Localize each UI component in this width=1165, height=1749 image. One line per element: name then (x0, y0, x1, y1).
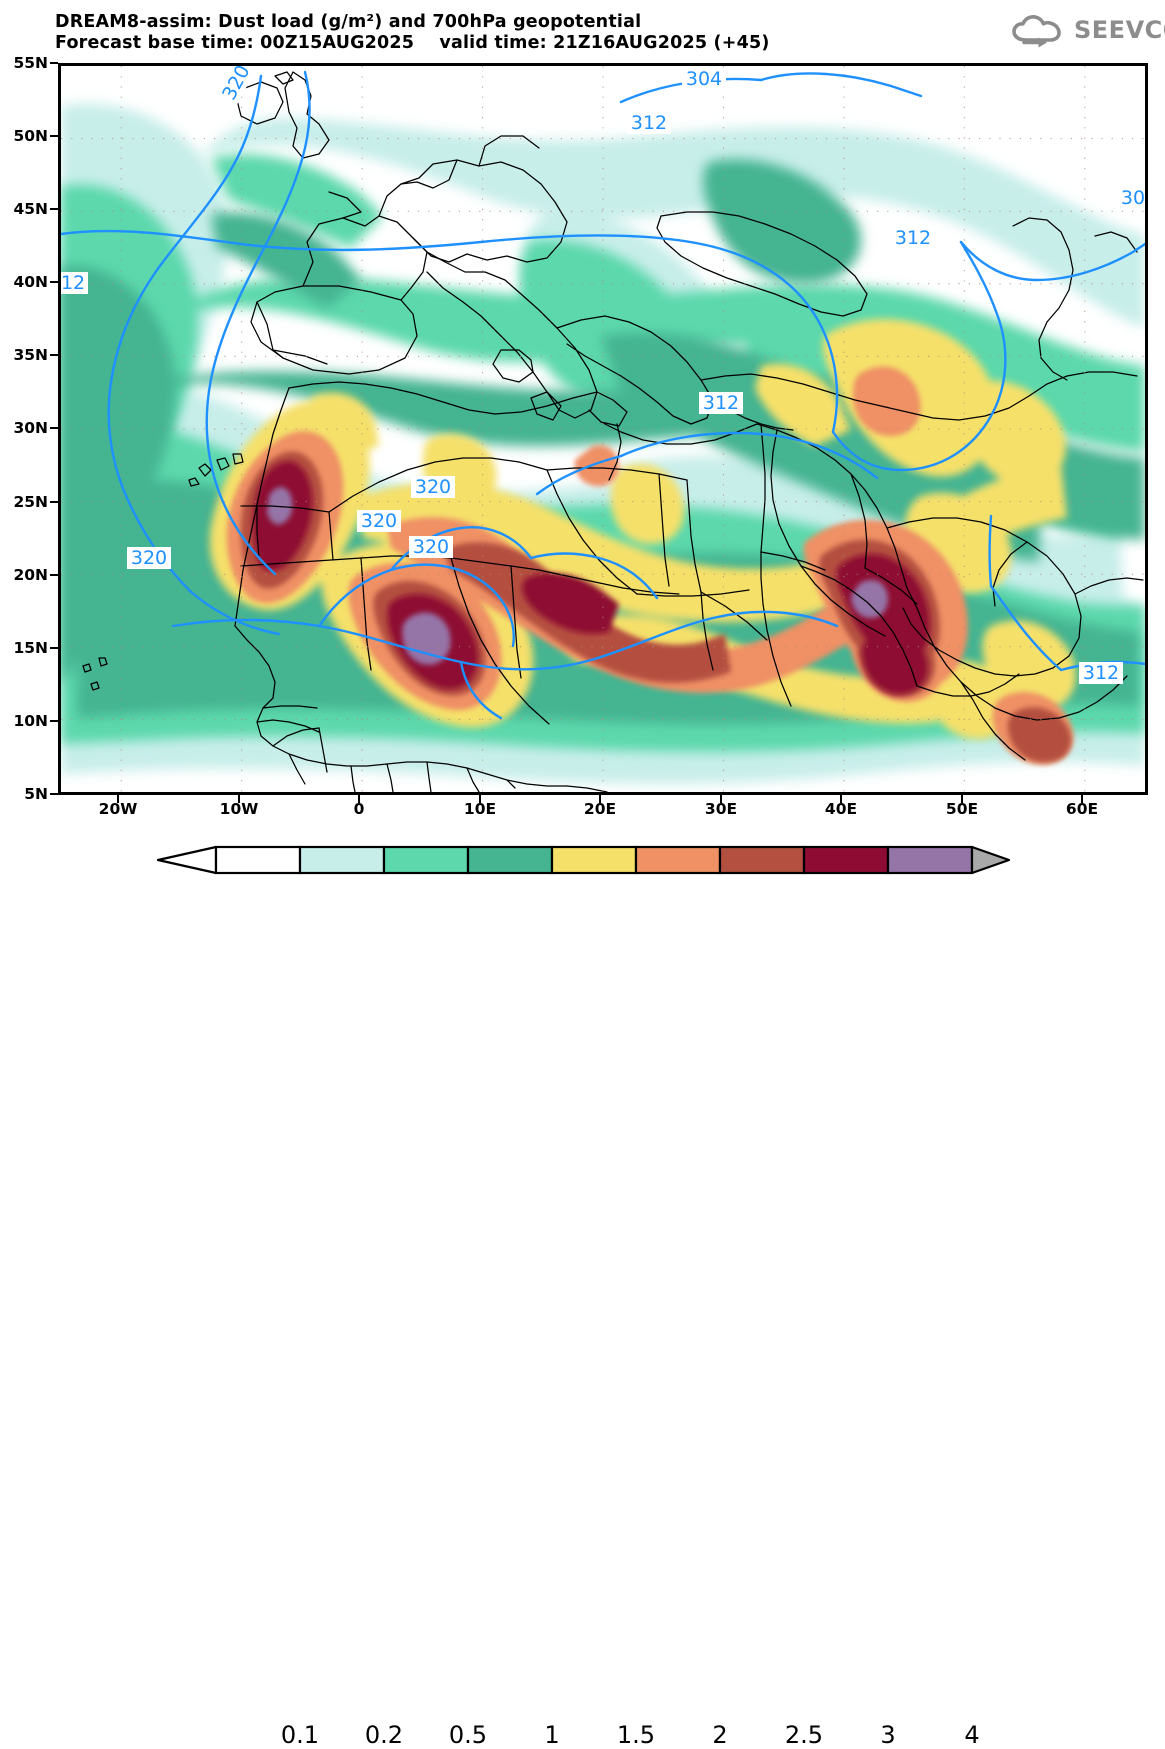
logo-text: SEEVCCC (1074, 16, 1165, 44)
x-tick-label: 50E (945, 800, 979, 818)
svg-text:30: 30 (1121, 187, 1145, 209)
y-tick-label: 35N (13, 346, 48, 364)
x-tick (1081, 795, 1083, 803)
seevccc-logo: SEEVCCC (1012, 12, 1165, 52)
y-tick-label: 40N (13, 273, 48, 291)
x-tick-label: 30E (704, 800, 738, 818)
y-tick (50, 135, 58, 137)
svg-text:312: 312 (61, 272, 85, 294)
svg-text:312: 312 (1083, 662, 1119, 684)
svg-text:312: 312 (631, 112, 667, 134)
svg-text:304: 304 (686, 68, 722, 90)
x-tick (961, 795, 963, 803)
svg-text:312: 312 (703, 392, 739, 414)
x-tick-label: 10W (219, 800, 259, 818)
colorbar-tick-label: 2 (712, 1721, 728, 1749)
chart-title: DREAM8-assim: Dust load (g/m²) and 700hP… (55, 12, 642, 32)
colorbar-tick-label: 1 (544, 1721, 560, 1749)
svg-text:320: 320 (415, 476, 451, 498)
colorbar-tick-label: 4 (964, 1721, 980, 1749)
chart-header: DREAM8-assim: Dust load (g/m²) and 700hP… (0, 0, 1165, 60)
x-tick-label: 60E (1065, 800, 1099, 818)
colorbar-tick-label: 1.5 (616, 1721, 656, 1749)
dust-band-3.0 (267, 487, 889, 665)
colorbar-tick-label: 0.2 (364, 1721, 404, 1749)
x-tick-label: 20W (98, 800, 138, 818)
x-tick (840, 795, 842, 803)
chart-subtitle: Forecast base time: 00Z15AUG2025 valid t… (55, 33, 770, 53)
y-tick (50, 62, 58, 64)
contour-labels: 320 312 304 312 (61, 66, 1145, 684)
colorbar-tick-label: 0.5 (448, 1721, 488, 1749)
map-plot-area: 320 312 304 312 (58, 63, 1148, 795)
dust-load-map: 320 312 304 312 (61, 66, 1145, 792)
y-tick (50, 647, 58, 649)
y-tick (50, 354, 58, 356)
x-tick (238, 795, 240, 803)
colorbar-tick-label: 3 (880, 1721, 896, 1749)
y-tick (50, 720, 58, 722)
x-tick (479, 795, 481, 803)
colorbar-under-arrow (156, 845, 218, 875)
svg-text:320: 320 (413, 536, 449, 558)
colorbar-tick-label: 0.1 (280, 1721, 320, 1749)
svg-text:312: 312 (895, 227, 931, 249)
x-tick (599, 795, 601, 803)
y-tick-label: 5N (24, 785, 48, 803)
x-tick-label: 20E (583, 800, 617, 818)
y-tick (50, 427, 58, 429)
y-tick-label: 15N (13, 639, 48, 657)
x-tick-label: 40E (824, 800, 858, 818)
x-tick (358, 795, 360, 803)
geopotential-contours (61, 70, 1145, 720)
y-tick-label: 45N (13, 200, 48, 218)
y-tick (50, 574, 58, 576)
y-tick (50, 501, 58, 503)
x-tick-label: 0 (353, 800, 365, 818)
y-tick-label: 55N (13, 54, 48, 72)
x-tick-label: 10E (463, 800, 497, 818)
colorbar-over-arrow (970, 845, 1011, 875)
svg-text:320: 320 (361, 510, 397, 532)
y-tick-label: 10N (13, 712, 48, 730)
y-tick (50, 793, 58, 795)
y-tick (50, 208, 58, 210)
y-tick (50, 281, 58, 283)
svg-text:320: 320 (131, 547, 167, 569)
y-tick-label: 50N (13, 127, 48, 145)
dust-load-colorbar: 0.1 0.2 0.5 1 1.5 2 2.5 3 4 (156, 845, 1011, 1749)
x-tick (117, 795, 119, 803)
y-tick-label: 30N (13, 419, 48, 437)
y-tick-label: 20N (13, 566, 48, 584)
y-tick-label: 25N (13, 493, 48, 511)
cloud-wind-icon (1012, 15, 1061, 48)
colorbar-tick-label: 2.5 (784, 1721, 824, 1749)
x-tick (720, 795, 722, 803)
colorbar-swatches (156, 845, 1011, 875)
